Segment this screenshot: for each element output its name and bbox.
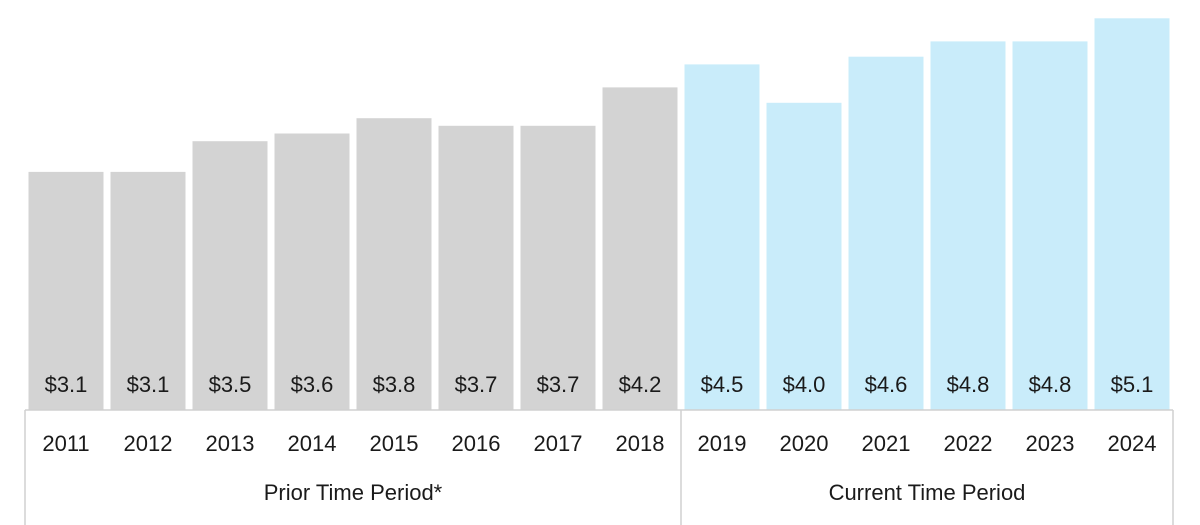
bar-value-label-2020: $4.0 — [783, 372, 826, 397]
bar-value-label-2018: $4.2 — [619, 372, 662, 397]
bar-2012 — [110, 171, 186, 410]
bar-2016 — [438, 125, 514, 411]
bar-value-label-2014: $3.6 — [291, 372, 334, 397]
x-tick-label-2017: 2017 — [534, 431, 583, 456]
x-tick-label-2022: 2022 — [944, 431, 993, 456]
x-tick-label-2011: 2011 — [42, 431, 89, 456]
bar-2013 — [192, 141, 268, 410]
x-tick-label-2018: 2018 — [616, 431, 665, 456]
x-tick-label-2016: 2016 — [452, 431, 501, 456]
bar-2018 — [602, 87, 678, 411]
x-tick-label-2012: 2012 — [124, 431, 173, 456]
bar-value-label-2024: $5.1 — [1111, 372, 1154, 397]
category-axis: 2011 2012 2013 2014 2015 2016 2017 2018 2019 2020… — [24, 409, 1174, 525]
bar-value-label-2016: $3.7 — [455, 372, 498, 397]
bar-value-label-2012: $3.1 — [127, 372, 170, 397]
bar-2014 — [274, 133, 350, 410]
bar-2024 — [1094, 18, 1170, 411]
bar-value-label-2023: $4.8 — [1029, 372, 1072, 397]
x-tick-label-2020: 2020 — [780, 431, 829, 456]
x-tick-label-2023: 2023 — [1026, 431, 1075, 456]
bar-2022 — [930, 41, 1006, 411]
bar-value-label-2015: $3.8 — [373, 372, 416, 397]
x-tick-label-2024: 2024 — [1108, 431, 1157, 456]
group-label-prior: Prior Time Period* — [264, 480, 443, 505]
bar-2019 — [684, 64, 760, 411]
bar-2023 — [1012, 41, 1088, 411]
x-tick-label-2015: 2015 — [370, 431, 419, 456]
group-label-current: Current Time Period — [829, 480, 1026, 505]
bars-layer: $3.1 $3.1 $3.5 $3.6 $3.8 $3.7 $3.7 $4.2 $4.5 $4.0… — [28, 18, 1170, 411]
bar-2017 — [520, 125, 596, 411]
bar-value-label-2021: $4.6 — [865, 372, 908, 397]
bar-2011 — [28, 171, 104, 410]
bar-2021 — [848, 56, 924, 410]
x-tick-label-2013: 2013 — [206, 431, 255, 456]
bar-value-label-2019: $4.5 — [701, 372, 744, 397]
bar-value-label-2017: $3.7 — [537, 372, 580, 397]
bar-value-label-2022: $4.8 — [947, 372, 990, 397]
x-tick-label-2021: 2021 — [862, 431, 911, 456]
bar-value-label-2013: $3.5 — [209, 372, 252, 397]
bar-value-label-2011: $3.1 — [45, 372, 88, 397]
bar-2020 — [766, 102, 842, 411]
x-tick-label-2014: 2014 — [288, 431, 337, 456]
x-tick-label-2019: 2019 — [698, 431, 747, 456]
bar-2015 — [356, 118, 432, 410]
